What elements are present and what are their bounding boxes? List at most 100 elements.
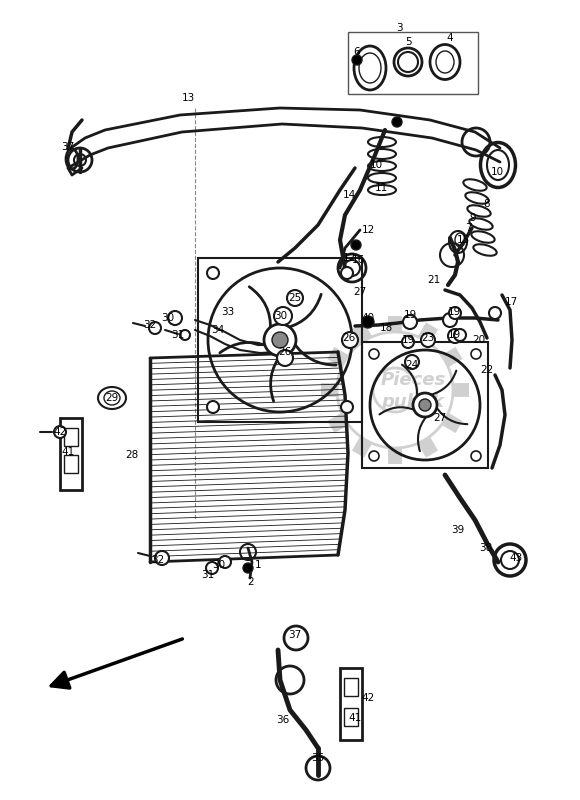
Text: 43: 43 <box>509 553 523 563</box>
Circle shape <box>206 562 218 574</box>
Text: 39: 39 <box>451 525 465 535</box>
Text: 16: 16 <box>351 255 365 265</box>
Text: 5: 5 <box>405 37 411 47</box>
Text: 42: 42 <box>53 427 67 437</box>
Text: 10: 10 <box>491 167 503 177</box>
Text: 14: 14 <box>342 190 356 200</box>
Text: 24: 24 <box>405 360 419 370</box>
Text: 25: 25 <box>288 293 302 303</box>
Circle shape <box>369 451 379 461</box>
Text: 8: 8 <box>484 199 490 209</box>
Text: 19: 19 <box>447 307 461 317</box>
Circle shape <box>272 332 288 348</box>
Text: 31: 31 <box>201 570 215 580</box>
Circle shape <box>352 55 362 65</box>
Text: 4: 4 <box>447 33 454 43</box>
Text: 12: 12 <box>361 225 375 235</box>
Text: publik: publik <box>382 393 444 411</box>
Bar <box>348 32 478 94</box>
Text: 36: 36 <box>277 715 289 725</box>
Text: 17: 17 <box>505 297 517 307</box>
Text: 27: 27 <box>433 413 447 423</box>
Bar <box>64 455 78 473</box>
Text: 30: 30 <box>274 311 288 321</box>
Text: 37: 37 <box>61 142 75 152</box>
Text: 22: 22 <box>480 365 494 375</box>
Circle shape <box>341 401 353 413</box>
Circle shape <box>277 350 293 366</box>
Text: 19: 19 <box>403 310 416 320</box>
Circle shape <box>351 240 361 250</box>
Bar <box>198 258 362 422</box>
Circle shape <box>449 307 461 319</box>
Text: 13: 13 <box>182 93 195 103</box>
Text: 38: 38 <box>480 543 492 553</box>
Circle shape <box>155 551 169 565</box>
Text: 26: 26 <box>278 347 292 357</box>
Bar <box>60 418 82 490</box>
Text: 41: 41 <box>61 447 75 457</box>
Text: 3: 3 <box>396 23 403 33</box>
Text: 35: 35 <box>311 753 325 763</box>
Text: 20: 20 <box>473 335 485 345</box>
Text: 18: 18 <box>379 323 393 333</box>
Circle shape <box>421 333 435 347</box>
Circle shape <box>180 330 190 340</box>
Text: 30: 30 <box>161 313 175 323</box>
Circle shape <box>443 313 457 327</box>
Text: 15: 15 <box>456 235 470 245</box>
Bar <box>64 428 78 446</box>
Circle shape <box>207 401 219 413</box>
Circle shape <box>402 336 414 348</box>
Text: 11: 11 <box>374 183 387 193</box>
Bar <box>344 678 358 696</box>
Text: 12: 12 <box>342 253 356 263</box>
Text: Pièces: Pièces <box>380 371 445 389</box>
Text: 9: 9 <box>470 213 476 223</box>
Circle shape <box>264 324 296 356</box>
Circle shape <box>342 332 358 348</box>
Text: 2: 2 <box>248 577 254 587</box>
Text: 26: 26 <box>342 333 356 343</box>
Text: 28: 28 <box>125 450 139 460</box>
Text: 27: 27 <box>353 287 367 297</box>
Text: 33: 33 <box>222 307 235 317</box>
Text: 23: 23 <box>422 333 434 343</box>
Circle shape <box>362 316 374 328</box>
Circle shape <box>243 563 253 573</box>
Circle shape <box>219 556 231 568</box>
Circle shape <box>369 349 379 359</box>
Text: 31: 31 <box>171 330 184 340</box>
Text: 6: 6 <box>354 47 360 57</box>
Text: 37: 37 <box>288 630 302 640</box>
Circle shape <box>341 267 353 279</box>
Text: 7: 7 <box>465 223 472 233</box>
Bar <box>340 668 362 740</box>
Circle shape <box>489 307 501 319</box>
Text: 21: 21 <box>427 275 441 285</box>
Circle shape <box>413 393 437 417</box>
Text: 42: 42 <box>361 693 375 703</box>
Circle shape <box>149 322 161 334</box>
Circle shape <box>168 311 182 325</box>
Circle shape <box>54 426 66 438</box>
Circle shape <box>287 290 303 306</box>
Circle shape <box>448 329 462 343</box>
Circle shape <box>392 117 402 127</box>
Bar <box>362 342 488 468</box>
Circle shape <box>471 451 481 461</box>
Text: 32: 32 <box>151 555 165 565</box>
Circle shape <box>471 349 481 359</box>
Circle shape <box>405 355 419 369</box>
Text: 29: 29 <box>106 393 119 403</box>
Text: 19: 19 <box>401 335 415 345</box>
Text: 32: 32 <box>143 320 157 330</box>
Text: 40: 40 <box>361 313 375 323</box>
Circle shape <box>419 399 431 411</box>
Circle shape <box>454 329 466 341</box>
Text: 30: 30 <box>212 560 226 570</box>
Circle shape <box>207 267 219 279</box>
Text: 34: 34 <box>211 325 224 335</box>
Text: 41: 41 <box>349 713 361 723</box>
Bar <box>344 708 358 726</box>
